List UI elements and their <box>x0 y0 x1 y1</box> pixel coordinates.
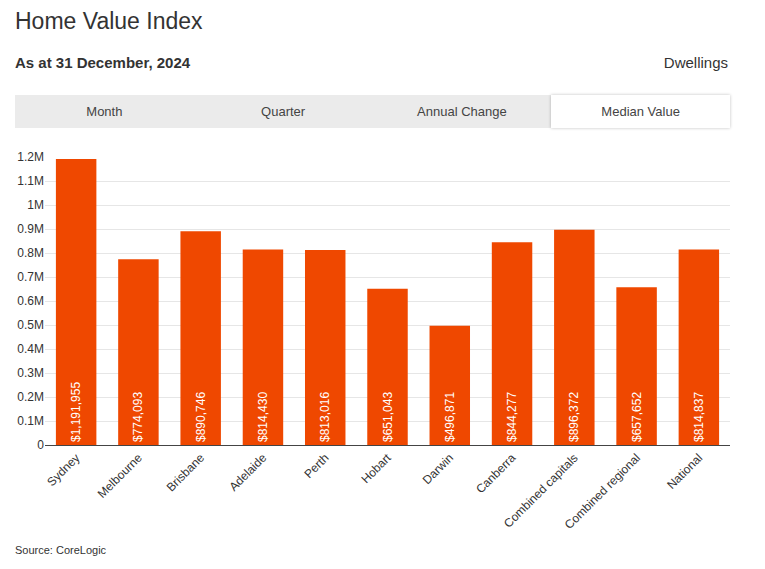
svg-text:Brisbane: Brisbane <box>164 451 208 495</box>
svg-text:1.1M: 1.1M <box>17 174 44 188</box>
svg-text:0.7M: 0.7M <box>17 270 44 284</box>
svg-text:0.3M: 0.3M <box>17 366 44 380</box>
html-text:Home Value Index: Home Value Index <box>15 8 203 34</box>
svg-text:Combined capitals: Combined capitals <box>501 451 581 531</box>
svg-text:Perth: Perth <box>301 451 331 481</box>
svg-text:0.9M: 0.9M <box>17 222 44 236</box>
svg-text:0.6M: 0.6M <box>17 294 44 308</box>
svg-text:Sydney: Sydney <box>44 451 82 489</box>
svg-text:$657,652: $657,652 <box>630 392 644 442</box>
svg-text:0.1M: 0.1M <box>17 414 44 428</box>
svg-text:$814,430: $814,430 <box>256 392 270 442</box>
svg-text:0: 0 <box>37 438 44 452</box>
svg-text:Adelaide: Adelaide <box>226 451 269 494</box>
svg-text:0.8M: 0.8M <box>17 246 44 260</box>
html-text:Annual Change: Annual Change <box>417 104 507 119</box>
svg-text:$813,016: $813,016 <box>318 392 332 442</box>
svg-text:$896,372: $896,372 <box>567 392 581 442</box>
svg-text:$814,837: $814,837 <box>692 392 706 442</box>
svg-text:0.4M: 0.4M <box>17 342 44 356</box>
html-text:As at 31 December, 2024: As at 31 December, 2024 <box>15 54 191 71</box>
svg-text:$844,277: $844,277 <box>505 392 519 442</box>
svg-text:Combined regional: Combined regional <box>562 451 643 532</box>
svg-text:$1,191,955: $1,191,955 <box>69 382 83 442</box>
svg-text:Darwin: Darwin <box>420 451 456 487</box>
html-text:Median Value: Median Value <box>601 104 680 119</box>
svg-text:1M: 1M <box>27 198 44 212</box>
svg-text:Melbourne: Melbourne <box>95 451 145 501</box>
svg-text:$651,043: $651,043 <box>381 392 395 442</box>
html-text:Quarter: Quarter <box>261 104 306 119</box>
svg-text:$774,093: $774,093 <box>131 392 145 442</box>
svg-text:$496,871: $496,871 <box>443 392 457 442</box>
html-text:Month: Month <box>86 104 123 119</box>
svg-text:1.2M: 1.2M <box>17 150 44 164</box>
html-text:Dwellings: Dwellings <box>663 54 728 71</box>
svg-text:Hobart: Hobart <box>358 450 394 486</box>
svg-text:Canberra: Canberra <box>473 451 519 497</box>
svg-text:0.5M: 0.5M <box>17 318 44 332</box>
svg-text:0.2M: 0.2M <box>17 390 44 404</box>
svg-text:$890,746: $890,746 <box>194 392 208 442</box>
svg-text:National: National <box>664 451 705 492</box>
html-text:Source: CoreLogic: Source: CoreLogic <box>15 544 107 556</box>
